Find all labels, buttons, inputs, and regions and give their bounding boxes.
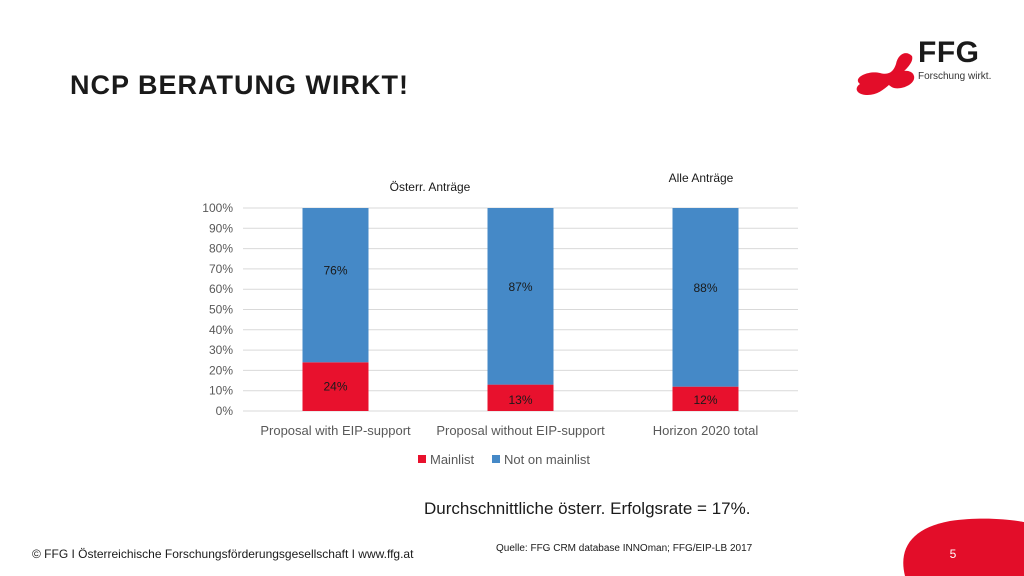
source-text: Quelle: FFG CRM database INNOman; FFG/EI… [496, 543, 753, 554]
ffg-logo-icon [856, 53, 915, 96]
y-tick-label: 80% [209, 242, 233, 256]
x-tick-label: Proposal without EIP-support [436, 423, 605, 438]
data-label: 13% [508, 393, 532, 407]
y-tick-label: 70% [209, 262, 233, 276]
annotation-oesterr: Österr. Anträge [390, 180, 471, 194]
bar-mainlist [302, 362, 369, 411]
bar-not-on-mainlist [487, 208, 554, 385]
data-label: 87% [508, 280, 532, 294]
y-tick-label: 30% [209, 343, 233, 357]
bar-not-on-mainlist [302, 208, 369, 363]
success-rate-note: Durchschnittliche österr. Erfolgsrate = … [424, 499, 751, 518]
stacked-bar-chart: 0% 10% 20% 30% 40% 50% 60% 70% 80% 90% 100% 24% 76% P… [202, 171, 798, 467]
legend-swatch [418, 455, 426, 463]
slide-title: NCP BERATUNG WIRKT! [70, 70, 409, 100]
data-label: 24% [323, 379, 347, 393]
x-tick-label: Horizon 2020 total [653, 423, 759, 438]
y-tick-label: 50% [209, 303, 233, 317]
data-label: 76% [323, 263, 347, 277]
y-tick-label: 90% [209, 221, 233, 235]
bar-mainlist [487, 384, 554, 411]
y-tick-label: 0% [216, 404, 234, 418]
legend-label: Not on mainlist [504, 452, 590, 467]
y-tick-label: 10% [209, 384, 233, 398]
y-tick-label: 20% [209, 363, 233, 377]
legend-swatch [492, 455, 500, 463]
x-tick-label: Proposal with EIP-support [260, 423, 411, 438]
footer-text: © FFG I Österreichische Forschungsförder… [32, 547, 414, 561]
logo-tagline: Forschung wirkt. [918, 71, 992, 82]
y-tick-label: 100% [202, 201, 233, 215]
logo-text: FFG [918, 36, 980, 69]
legend-label: Mainlist [430, 452, 474, 467]
data-label: 12% [693, 393, 717, 407]
y-tick-label: 60% [209, 282, 233, 296]
annotation-alle: Alle Anträge [669, 171, 734, 185]
bar-mainlist [672, 386, 739, 411]
data-label: 88% [693, 281, 717, 295]
y-tick-label: 40% [209, 323, 233, 337]
page-number: 5 [949, 547, 957, 561]
bar-not-on-mainlist [672, 208, 739, 387]
